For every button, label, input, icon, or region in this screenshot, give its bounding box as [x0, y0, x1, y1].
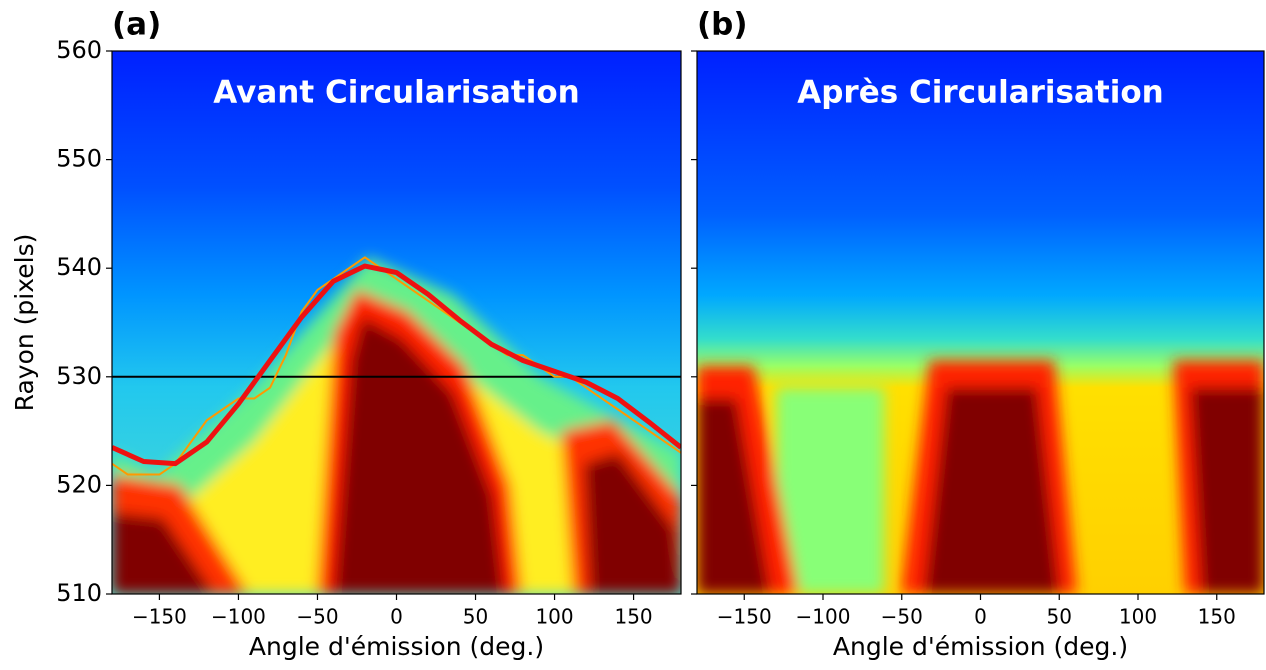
x-tick-label: −50 [881, 605, 923, 629]
y-tick-label: 520 [56, 470, 102, 498]
annotation: Après Circularisation [797, 75, 1164, 111]
heatmap-region [697, 398, 771, 594]
x-tick-label: −100 [796, 605, 851, 629]
data-line [112, 263, 681, 467]
y-tick-label: 550 [56, 145, 102, 173]
x-tick-label: 100 [535, 605, 573, 629]
x-tick-label: 0 [974, 605, 987, 629]
x-tick-label: 0 [390, 605, 403, 629]
x-axis-label: Angle d'émission (deg.) [249, 632, 544, 661]
x-tick-label: −150 [717, 605, 772, 629]
annotation: Avant Circularisation [213, 75, 579, 111]
y-tick-label: 510 [56, 579, 102, 607]
heatmap-region [584, 452, 681, 594]
x-tick-label: −50 [296, 605, 338, 629]
heatmap-region [333, 317, 505, 594]
panel-label: (b) [697, 7, 748, 43]
panel [112, 51, 681, 594]
x-tick-label: 50 [1047, 605, 1072, 629]
heatmap-region [923, 387, 1060, 594]
y-axis-label: Rayon (pixels) [10, 234, 39, 412]
y-tick-label: 560 [56, 36, 102, 64]
y-tick-label: 530 [56, 362, 102, 390]
panel [697, 51, 1264, 594]
x-tick-label: 150 [614, 605, 652, 629]
data-line [112, 256, 681, 476]
heatmap-region [1190, 387, 1264, 594]
heatmap [697, 360, 1264, 594]
x-tick-label: 150 [1198, 605, 1236, 629]
panel-label: (a) [112, 7, 161, 43]
x-axis-label: Angle d'émission (deg.) [833, 632, 1128, 661]
x-tick-label: −150 [132, 605, 187, 629]
heatmap-region [112, 512, 215, 594]
heatmap [112, 257, 681, 594]
heatmap-region [776, 387, 885, 594]
x-tick-label: 100 [1119, 605, 1157, 629]
y-tick-label: 540 [56, 253, 102, 281]
x-tick-label: 50 [463, 605, 488, 629]
x-tick-label: −100 [211, 605, 266, 629]
